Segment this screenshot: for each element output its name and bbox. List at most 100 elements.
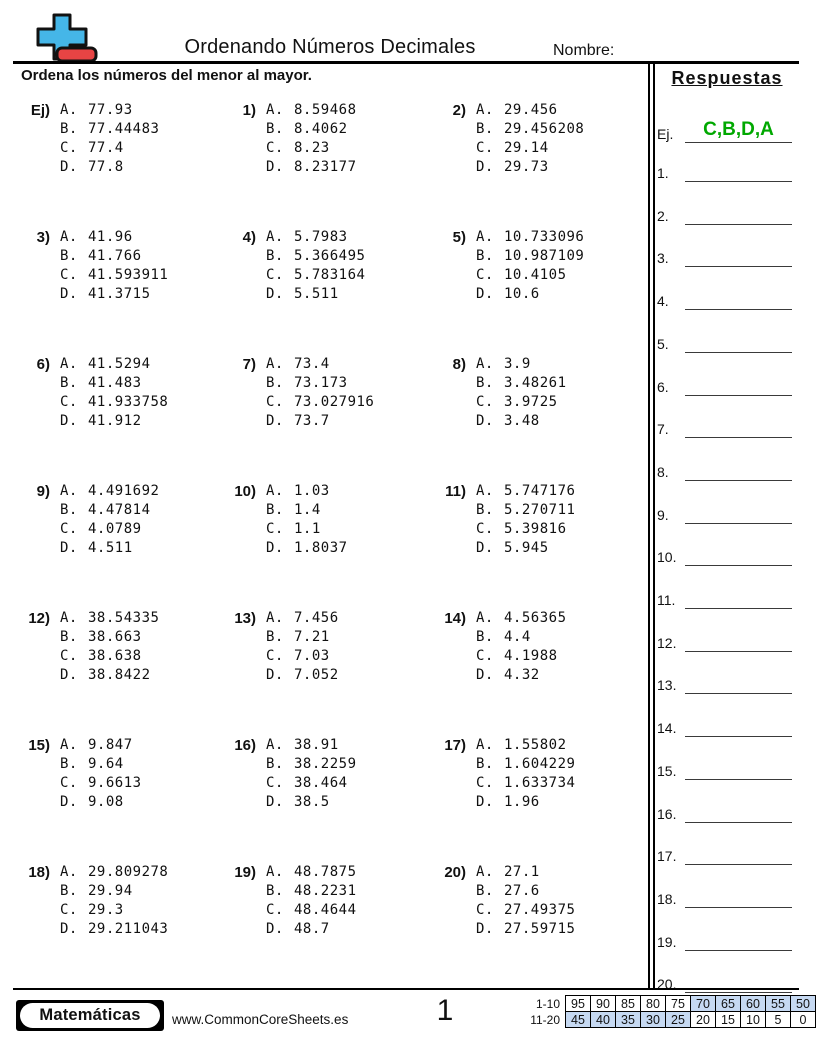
answers-separator [648, 62, 655, 989]
option-row: B. 29.94 [60, 882, 168, 901]
instruction-text: Ordena los números del menor al mayor. [21, 67, 312, 84]
option-value: 5.366495 [294, 248, 366, 264]
option-letter: A. [476, 102, 494, 118]
option-row: A. 8.59468 [266, 101, 357, 120]
option-value: 48.4644 [294, 902, 357, 918]
option-row: C. 4.0789 [60, 520, 159, 539]
option-value: 38.464 [294, 775, 348, 791]
option-letter: C. [476, 394, 494, 410]
answer-label: 17. [657, 848, 677, 865]
option-value: 27.59715 [504, 921, 576, 937]
answer-label: 9. [657, 506, 669, 523]
option-row: C. 4.1988 [476, 647, 567, 666]
option-value: 41.593911 [88, 267, 169, 283]
option-letter: B. [60, 502, 78, 518]
option-value: 38.638 [88, 648, 142, 664]
problem-number: 18) [28, 864, 50, 881]
score-cell: 95 [565, 995, 591, 1012]
option-value: 73.027916 [294, 394, 375, 410]
problem-Ej: Ej) A. 77.93 B. 77.44483 C. 77.4 D. 77.8 [14, 101, 159, 177]
problem-number: Ej) [30, 102, 50, 119]
answer-row-3: 3. [656, 246, 796, 268]
answer-row-16: 16. [656, 802, 796, 823]
answer-label: 1. [657, 165, 669, 181]
footer-rule [13, 988, 799, 990]
answer-blank-line [685, 479, 792, 481]
brand-name: Matemáticas [20, 1003, 160, 1028]
answer-row-17: 17. [656, 844, 796, 866]
option-value: 3.9 [504, 356, 531, 372]
option-list: A. 8.59468 B. 8.4062 C. 8.23 D. 8.23177 [266, 101, 357, 177]
option-row: D. 4.32 [476, 666, 567, 685]
option-row: A. 41.5294 [60, 355, 168, 374]
option-letter: B. [60, 883, 78, 899]
option-letter: C. [60, 140, 78, 156]
option-letter: A. [476, 610, 494, 626]
score-cell: 10 [740, 1011, 766, 1028]
answer-label: 11. [657, 592, 676, 608]
option-row: C. 1.1 [266, 520, 348, 539]
option-letter: B. [476, 375, 494, 391]
option-letter: A. [266, 737, 284, 753]
option-letter: B. [476, 756, 494, 772]
option-letter: C. [60, 267, 78, 283]
score-cell: 85 [615, 995, 641, 1012]
option-list: A. 5.7983 B. 5.366495 C. 5.783164 D. 5.511 [266, 228, 365, 304]
option-list: A. 29.809278 B. 29.94 C. 29.3 D. 29.211043 [60, 863, 168, 939]
score-cell: 80 [640, 995, 666, 1012]
answer-blank-line [685, 821, 792, 823]
option-value: 41.912 [88, 413, 142, 429]
option-letter: B. [60, 121, 78, 137]
problem-4: 4) A. 5.7983 B. 5.366495 C. 5.783164 D. 5.511 [220, 228, 365, 304]
option-value: 38.91 [294, 737, 339, 753]
option-value: 10.6 [504, 286, 540, 302]
option-letter: A. [266, 483, 284, 499]
option-row: B. 5.366495 [266, 247, 365, 266]
option-value: 3.48261 [504, 375, 567, 391]
option-value: 1.1 [294, 521, 321, 537]
answer-label: 10. [657, 549, 677, 566]
answer-blank-line [685, 266, 792, 268]
option-value: 8.23 [294, 140, 330, 156]
option-letter: B. [60, 629, 78, 645]
option-row: B. 38.2259 [266, 755, 357, 774]
score-range-label: 11-20 [530, 1012, 560, 1027]
answer-row-2: 2. [656, 204, 796, 225]
option-row: B. 41.766 [60, 247, 168, 266]
option-letter: C. [60, 775, 78, 791]
option-value: 4.47814 [88, 502, 151, 518]
option-row: C. 1.633734 [476, 774, 575, 793]
option-list: A. 5.747176 B. 5.270711 C. 5.39816 D. 5.945 [476, 482, 575, 558]
option-value: 77.44483 [88, 121, 160, 137]
problem-number: 12) [28, 610, 50, 627]
option-value: 29.73 [504, 159, 549, 175]
option-row: B. 41.483 [60, 374, 168, 393]
option-value: 48.2231 [294, 883, 357, 899]
option-value: 9.64 [88, 756, 124, 772]
option-value: 4.491692 [88, 483, 160, 499]
problem-number: 9) [36, 483, 50, 500]
option-value: 29.809278 [88, 864, 169, 880]
score-row: 1-10 95 90 85 80 75 70 65 60 55 50 [520, 995, 816, 1012]
option-list: A. 9.847 B. 9.64 C. 9.6613 D. 9.08 [60, 736, 142, 812]
option-letter: C. [266, 902, 284, 918]
option-value: 1.633734 [504, 775, 576, 791]
score-cell: 5 [765, 1011, 791, 1028]
option-row: A. 29.456 [476, 101, 584, 120]
option-letter: D. [476, 413, 494, 429]
answer-blank-line [685, 394, 792, 396]
problem-7: 7) A. 73.4 B. 73.173 C. 73.027916 D. 73.7 [220, 355, 374, 431]
option-value: 7.456 [294, 610, 339, 626]
answer-label: 19. [657, 933, 677, 950]
option-value: 41.483 [88, 375, 142, 391]
option-letter: D. [476, 667, 494, 683]
option-letter: A. [60, 737, 78, 753]
answer-row-19: 19. [656, 930, 796, 951]
option-value: 9.08 [88, 794, 124, 810]
answer-label: 14. [657, 720, 677, 737]
option-row: D. 1.96 [476, 793, 575, 812]
option-value: 8.23177 [294, 159, 357, 175]
option-row: C. 29.14 [476, 139, 584, 158]
option-row: C. 7.03 [266, 647, 339, 666]
option-row: B. 48.2231 [266, 882, 357, 901]
